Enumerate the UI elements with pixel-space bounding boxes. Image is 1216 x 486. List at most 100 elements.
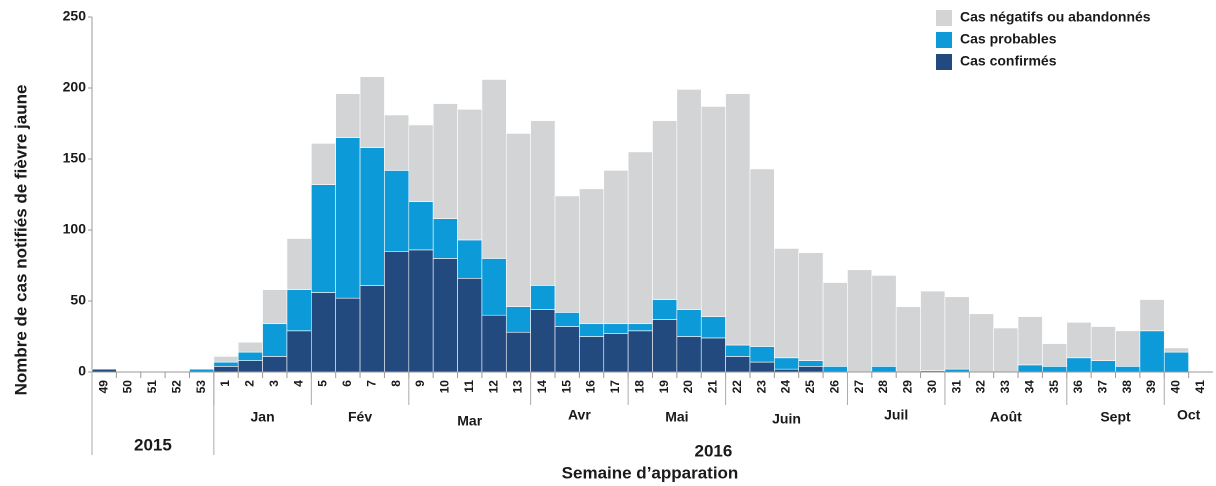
x-tick-label: 11	[462, 380, 476, 393]
bar-segment	[457, 109, 483, 241]
bar-segment	[627, 151, 653, 325]
bar-segment	[1139, 299, 1165, 332]
bar-segment	[847, 269, 873, 373]
month-label: Sept	[1100, 409, 1131, 425]
x-tick-label: 29	[901, 380, 915, 394]
x-tick-label: 33	[998, 380, 1012, 394]
bar-segment	[603, 333, 629, 373]
bar-segment	[627, 323, 653, 332]
bar-segment	[432, 218, 458, 259]
x-tick-label: 18	[632, 380, 646, 394]
bar-segment	[359, 147, 385, 286]
bar-segment	[286, 289, 312, 332]
x-tick-label: 25	[803, 380, 817, 394]
y-tick-label: 50	[70, 292, 86, 308]
x-tick-label: 38	[1120, 380, 1134, 394]
x-tick-label: 6	[340, 380, 354, 387]
bar-segment	[1066, 357, 1092, 373]
x-tick-label: 31	[949, 380, 963, 394]
legend-label: Cas confirmés	[960, 53, 1057, 69]
x-tick-label: 51	[145, 380, 159, 394]
bar-segment	[1017, 316, 1043, 366]
bar-segment	[579, 336, 605, 373]
month-label: Juil	[884, 407, 908, 423]
bar-segment	[554, 195, 580, 313]
bar-segment	[774, 248, 800, 359]
bar-segment	[700, 316, 726, 339]
bar-segment	[530, 309, 556, 373]
bar-segment	[335, 137, 361, 299]
bar-segment	[359, 76, 385, 148]
x-tick-label: 41	[1193, 380, 1207, 394]
bar-segment	[1139, 330, 1165, 373]
year-label: 2015	[134, 435, 172, 454]
x-tick-label: 9	[413, 380, 427, 387]
bar-segment	[457, 239, 483, 279]
x-tick-label: 52	[169, 380, 183, 394]
x-tick-label: 15	[559, 380, 573, 394]
bar-segment	[237, 360, 263, 373]
x-tick-label: 23	[754, 380, 768, 394]
bar-segment	[1163, 347, 1189, 353]
x-tick-label: 21	[706, 380, 720, 394]
x-tick-label: 2	[243, 380, 257, 387]
x-axis-title: Semaine d’apparation	[562, 463, 739, 482]
bar-segment	[311, 184, 336, 293]
x-tick-label: 12	[486, 380, 500, 394]
x-tick-label: 13	[511, 380, 525, 394]
bar-segment	[579, 188, 605, 325]
y-tick-label: 0	[78, 363, 86, 379]
bar-segment	[213, 356, 239, 363]
bar-segment	[822, 366, 848, 373]
bar-segment	[481, 258, 507, 316]
bar-segment	[262, 323, 288, 357]
bar-segment	[798, 366, 824, 373]
bar-segment	[871, 366, 897, 373]
bar-segment	[505, 331, 531, 373]
bar-segment	[384, 114, 410, 171]
x-tick-label: 3	[267, 380, 281, 387]
bar-segment	[530, 285, 556, 310]
x-tick-label: 5	[316, 380, 330, 387]
x-tick-label: 19	[657, 380, 671, 394]
bar-segment	[920, 290, 946, 371]
x-tick-label: 49	[96, 380, 110, 394]
year-label: 2016	[695, 441, 733, 460]
bar-segment	[676, 309, 702, 337]
bar-segment	[505, 133, 531, 307]
x-tick-label: 4	[291, 380, 305, 387]
bar-segment	[652, 120, 678, 300]
x-tick-label: 8	[389, 380, 403, 387]
bar-segment	[798, 252, 824, 361]
bar-segment	[359, 285, 385, 373]
bar-segment	[749, 346, 775, 363]
bar-segment	[286, 238, 312, 290]
x-tick-label: 50	[121, 380, 135, 394]
bar-segment	[457, 277, 483, 373]
x-tick-label: 7	[364, 380, 378, 387]
y-axis-title: Nombre de cas notifiés de fièvre jaune	[11, 85, 30, 396]
x-tick-label: 1	[218, 380, 232, 387]
month-label: Oct	[1177, 407, 1201, 423]
x-tick-label: 28	[876, 380, 890, 394]
x-tick-label: 37	[1096, 380, 1110, 394]
x-tick-label: 27	[852, 380, 866, 394]
bar-segment	[286, 330, 312, 373]
month-label: Août	[990, 409, 1022, 425]
x-tick-label: 53	[194, 380, 208, 394]
month-label: Juin	[772, 411, 801, 427]
month-label: Fév	[348, 409, 372, 425]
x-tick-label: 39	[1144, 380, 1158, 394]
bar-segment	[1042, 343, 1068, 367]
bar-segment	[579, 323, 605, 337]
bar-segment	[408, 249, 434, 373]
legend-swatch	[936, 10, 952, 26]
bar-segment	[311, 292, 336, 373]
bar-segment	[871, 275, 897, 367]
bar-segment	[725, 344, 751, 357]
legend-swatch	[936, 54, 952, 70]
y-tick-label: 250	[63, 8, 87, 24]
bar-segment	[993, 327, 1019, 373]
bar-segment	[749, 168, 775, 347]
